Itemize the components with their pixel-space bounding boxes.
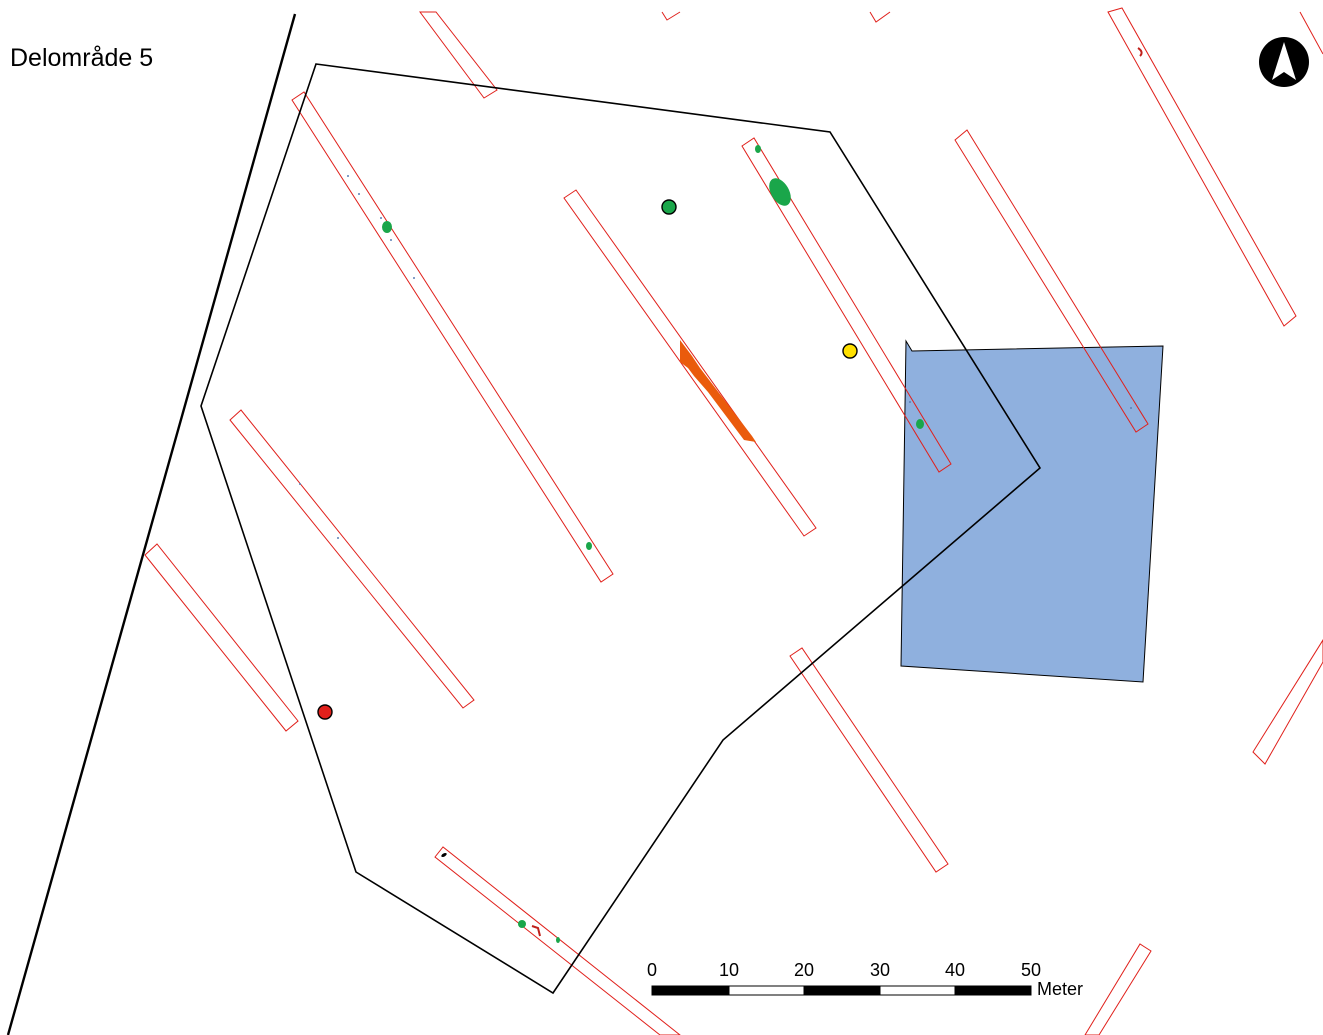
- green-feature: [518, 920, 526, 928]
- trench: [563, 189, 817, 537]
- red-point-marker: [317, 704, 333, 720]
- boundary-line: [6, 13, 297, 1035]
- scale-unit: Meter: [1037, 979, 1083, 999]
- black-mark: [441, 852, 447, 858]
- scale-tick-0: 0: [647, 960, 657, 980]
- trench: [954, 129, 1149, 433]
- green-feature: [556, 937, 560, 943]
- trench: [661, 11, 681, 21]
- scale-tick-30: 30: [870, 960, 890, 980]
- red-marks: [531, 47, 1143, 937]
- trenches: [144, 7, 1323, 1035]
- scale-tick-50: 50: [1021, 960, 1041, 980]
- scale-tick-10: 10: [719, 960, 739, 980]
- map-title: Delområde 5: [10, 44, 154, 72]
- trench: [1299, 11, 1323, 55]
- green-feature: [755, 145, 761, 153]
- yellow-point-marker: [842, 343, 858, 359]
- green-feature: [586, 542, 592, 550]
- trench: [229, 409, 475, 709]
- green-point-marker: [661, 199, 677, 215]
- scale-tick-20: 20: [794, 960, 814, 980]
- trench: [144, 543, 299, 732]
- trench: [434, 846, 681, 1035]
- trench: [789, 647, 949, 873]
- small-dots: [299, 175, 1132, 539]
- trench: [291, 91, 614, 583]
- scale-tick-40: 40: [945, 960, 965, 980]
- trench: [1252, 639, 1323, 765]
- blue-area-polygon: [900, 339, 1164, 683]
- green-features: [382, 145, 924, 943]
- trench: [869, 11, 891, 23]
- trench: [741, 137, 952, 473]
- orange-feature: [680, 340, 756, 442]
- green-feature: [916, 419, 924, 429]
- scale-bar: 0 10 20 30 40 50 Meter: [647, 960, 1083, 999]
- trench: [419, 11, 498, 99]
- trench: [1084, 943, 1152, 1035]
- area-boundary: [200, 63, 1042, 995]
- green-feature: [769, 178, 791, 206]
- trench: [1107, 7, 1297, 327]
- north-arrow-icon: [1259, 37, 1309, 87]
- green-feature: [382, 221, 392, 233]
